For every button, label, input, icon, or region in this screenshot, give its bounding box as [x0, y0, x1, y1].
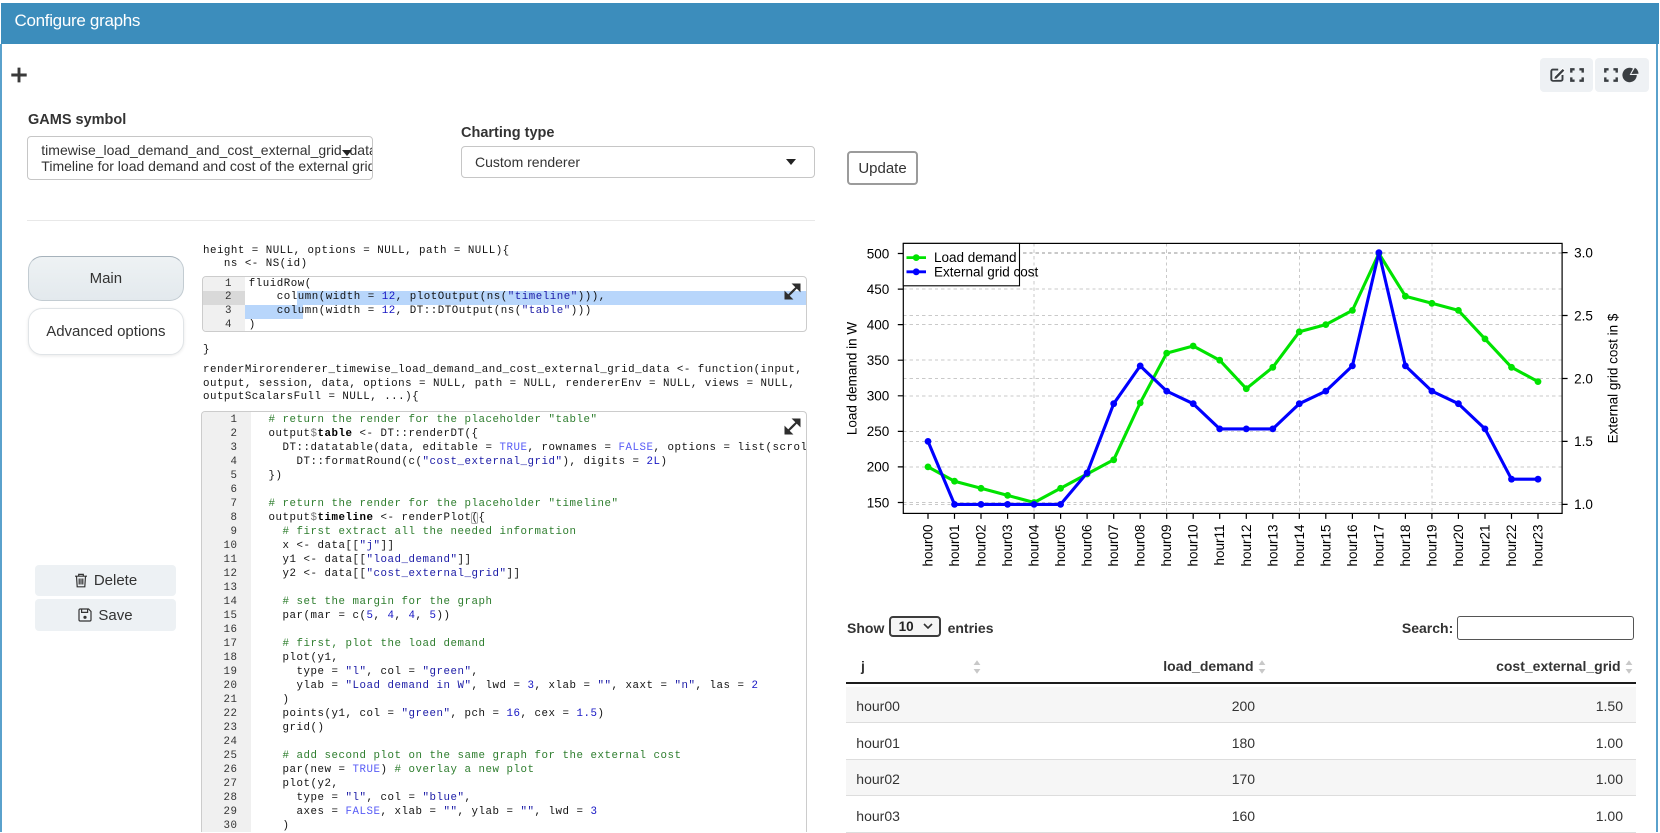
svg-text:hour04: hour04: [1027, 524, 1042, 567]
svg-text:hour03: hour03: [1000, 525, 1015, 567]
svg-text:hour00: hour00: [921, 525, 936, 567]
svg-text:hour16: hour16: [1345, 525, 1360, 567]
svg-text:hour19: hour19: [1424, 525, 1439, 567]
svg-text:hour12: hour12: [1239, 525, 1254, 567]
svg-text:3.0: 3.0: [1574, 245, 1593, 260]
svg-text:hour18: hour18: [1398, 525, 1413, 567]
svg-text:hour13: hour13: [1265, 525, 1280, 567]
svg-text:hour06: hour06: [1080, 525, 1095, 567]
svg-text:hour01: hour01: [947, 525, 962, 567]
svg-text:hour20: hour20: [1451, 525, 1466, 567]
svg-text:hour07: hour07: [1106, 525, 1121, 567]
svg-text:hour11: hour11: [1212, 525, 1227, 566]
svg-text:1.5: 1.5: [1574, 434, 1593, 449]
svg-text:hour21: hour21: [1478, 525, 1493, 567]
svg-text:Load demand in W: Load demand in W: [845, 322, 860, 436]
svg-text:hour22: hour22: [1504, 525, 1519, 567]
svg-text:400: 400: [867, 317, 890, 332]
svg-text:450: 450: [867, 282, 890, 297]
svg-text:hour02: hour02: [974, 525, 989, 567]
svg-text:hour14: hour14: [1292, 524, 1307, 567]
svg-text:350: 350: [867, 353, 890, 368]
svg-text:hour09: hour09: [1159, 525, 1174, 567]
svg-text:hour05: hour05: [1053, 525, 1068, 567]
svg-text:1.0: 1.0: [1574, 497, 1593, 512]
svg-text:150: 150: [867, 495, 890, 510]
svg-text:hour17: hour17: [1371, 525, 1386, 567]
svg-text:250: 250: [867, 424, 890, 439]
svg-text:hour15: hour15: [1318, 525, 1333, 567]
svg-text:hour08: hour08: [1133, 525, 1148, 567]
svg-text:200: 200: [867, 460, 890, 475]
svg-text:500: 500: [867, 246, 890, 261]
svg-text:300: 300: [867, 389, 890, 404]
svg-text:External grid cost: External grid cost: [934, 264, 1039, 279]
svg-text:External grid cost in $: External grid cost in $: [1606, 313, 1621, 443]
svg-text:2.5: 2.5: [1574, 308, 1593, 323]
svg-text:hour23: hour23: [1531, 525, 1546, 567]
svg-text:hour10: hour10: [1186, 525, 1201, 567]
svg-text:2.0: 2.0: [1574, 371, 1593, 386]
svg-text:Load demand: Load demand: [934, 250, 1017, 265]
